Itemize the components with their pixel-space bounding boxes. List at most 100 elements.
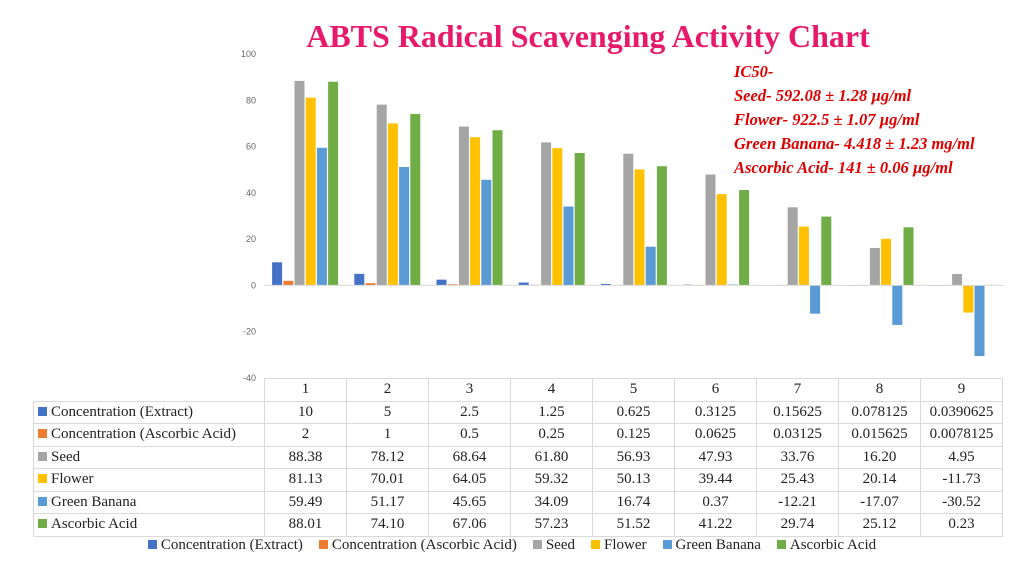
- legend-swatch: [532, 540, 542, 549]
- y-tick-label: 0: [251, 280, 256, 290]
- data-value-cell: 59.49: [264, 490, 347, 514]
- category-label: 1: [264, 378, 347, 402]
- table-row: Flower 81.13 70.01 64.05 59.32 50.13 39.44 25.4…: [33, 468, 1003, 492]
- category-label: 3: [428, 378, 511, 402]
- data-value-cell: 0.0625: [674, 423, 757, 447]
- bar-concentration-extract-4: [518, 282, 529, 286]
- bar-ascorbic-acid-4: [574, 152, 585, 286]
- data-table: 1 2 3 4 5 6 7 8 9 Concentration (Extract) 10 5 2.5 1.…: [33, 378, 1003, 537]
- bar-concentration-ascorbic-acid-3: [447, 284, 458, 286]
- bar-flower-1: [305, 97, 316, 286]
- legend-swatch: [591, 540, 601, 549]
- category-label: 6: [674, 378, 757, 402]
- chart-legend: Concentration (Extract) Concentration (As…: [0, 537, 1024, 554]
- bar-flower-2: [387, 123, 398, 286]
- bar-seed-7: [787, 207, 798, 286]
- series-name-cell: Green Banana: [33, 490, 265, 514]
- data-value-cell: 4.95: [920, 445, 1003, 469]
- legend-item: Seed: [532, 537, 575, 554]
- data-value-cell: 2: [264, 423, 347, 447]
- data-value-cell: 0.0078125: [920, 423, 1003, 447]
- data-value-cell: 34.09: [510, 490, 593, 514]
- data-value-cell: 0.25: [510, 423, 593, 447]
- bar-ascorbic-acid-7: [821, 216, 832, 286]
- legend-swatch: [147, 540, 157, 549]
- bar-flower-8: [881, 238, 892, 286]
- series-name: Green Banana: [51, 493, 137, 510]
- data-value-cell: 64.05: [428, 468, 511, 492]
- category-label: 9: [920, 378, 1003, 402]
- data-value-cell: 45.65: [428, 490, 511, 514]
- data-value-cell: -11.73: [920, 468, 1003, 492]
- y-tick-label: 20: [246, 234, 256, 244]
- y-tick-label: 100: [241, 49, 256, 59]
- series-name: Seed: [51, 448, 81, 465]
- table-row: Concentration (Ascorbic Acid) 2 1 0.5 0.25 0.…: [33, 423, 1003, 447]
- data-value-cell: 51.52: [592, 513, 675, 537]
- bar-ascorbic-acid-5: [656, 166, 667, 286]
- bar-series-group: [272, 80, 996, 357]
- data-value-cell: 59.32: [510, 468, 593, 492]
- legend-label: Ascorbic Acid: [789, 537, 877, 553]
- data-value-cell: 16.74: [592, 490, 675, 514]
- series-name: Flower: [51, 471, 94, 488]
- bar-flower-5: [634, 169, 645, 286]
- bar-green-banana-2: [399, 167, 410, 286]
- series-name-cell: Ascorbic Acid: [33, 513, 265, 537]
- data-value-cell: 81.13: [264, 468, 347, 492]
- data-value-cell: 20.14: [838, 468, 921, 492]
- data-value-cell: 0.5: [428, 423, 511, 447]
- data-value-cell: -30.52: [920, 490, 1003, 514]
- data-value-cell: 68.64: [428, 445, 511, 469]
- series-name: Concentration (Extract): [51, 403, 194, 420]
- ic50-flower: Flower- 922.5 ± 1.07 µg/ml: [734, 110, 920, 129]
- data-value-cell: 61.80: [510, 445, 593, 469]
- series-swatch: [38, 429, 47, 439]
- data-value-cell: 1: [346, 423, 429, 447]
- data-value-cell: 50.13: [592, 468, 675, 492]
- bar-concentration-ascorbic-acid-2: [365, 283, 376, 286]
- series-swatch: [38, 406, 47, 416]
- bar-flower-3: [470, 137, 481, 286]
- data-value-cell: 57.23: [510, 513, 593, 537]
- series-swatch: [38, 474, 47, 484]
- bar-green-banana-4: [563, 206, 574, 286]
- data-value-cell: 0.625: [592, 400, 675, 424]
- bar-green-banana-9: [974, 285, 985, 357]
- category-label: 8: [838, 378, 921, 402]
- bar-flower-6: [716, 194, 727, 286]
- bar-seed-2: [376, 104, 387, 286]
- bar-seed-1: [294, 80, 305, 286]
- data-value-cell: 29.74: [756, 513, 839, 537]
- data-value-cell: 25.12: [838, 513, 921, 537]
- table-row: Seed 88.38 78.12 68.64 61.80 56.93 47.93 33.76 1…: [33, 445, 1003, 469]
- data-value-cell: 10: [264, 400, 347, 424]
- bar-green-banana-8: [892, 285, 903, 325]
- data-value-cell: 2.5: [428, 400, 511, 424]
- legend-item: Green Banana: [662, 537, 761, 554]
- series-name-cell: Concentration (Ascorbic Acid): [33, 423, 265, 447]
- data-value-cell: 0.15625: [756, 400, 839, 424]
- data-value-cell: 33.76: [756, 445, 839, 469]
- bar-seed-5: [623, 153, 634, 286]
- data-value-cell: 0.078125: [838, 400, 921, 424]
- bar-green-banana-1: [316, 147, 327, 286]
- data-value-cell: 51.17: [346, 490, 429, 514]
- legend-item: Flower: [591, 537, 647, 554]
- category-label: 4: [510, 378, 593, 402]
- series-name-cell: Concentration (Extract): [33, 400, 265, 424]
- legend-swatch: [776, 540, 786, 549]
- bar-seed-6: [705, 174, 716, 286]
- legend-swatch: [662, 540, 672, 549]
- bar-flower-7: [798, 226, 809, 286]
- data-value-cell: 47.93: [674, 445, 757, 469]
- series-swatch: [38, 496, 47, 506]
- ic50-seed: Seed- 592.08 ± 1.28 µg/ml: [734, 86, 912, 105]
- y-axis-ticks: 100 80 60 40 20 0 -20 -40: [241, 49, 256, 383]
- bar-concentration-extract-2: [354, 273, 365, 286]
- chart-title: ABTS Radical Scavenging Activity Chart: [306, 18, 870, 54]
- data-value-cell: -17.07: [838, 490, 921, 514]
- bar-flower-9: [963, 285, 974, 313]
